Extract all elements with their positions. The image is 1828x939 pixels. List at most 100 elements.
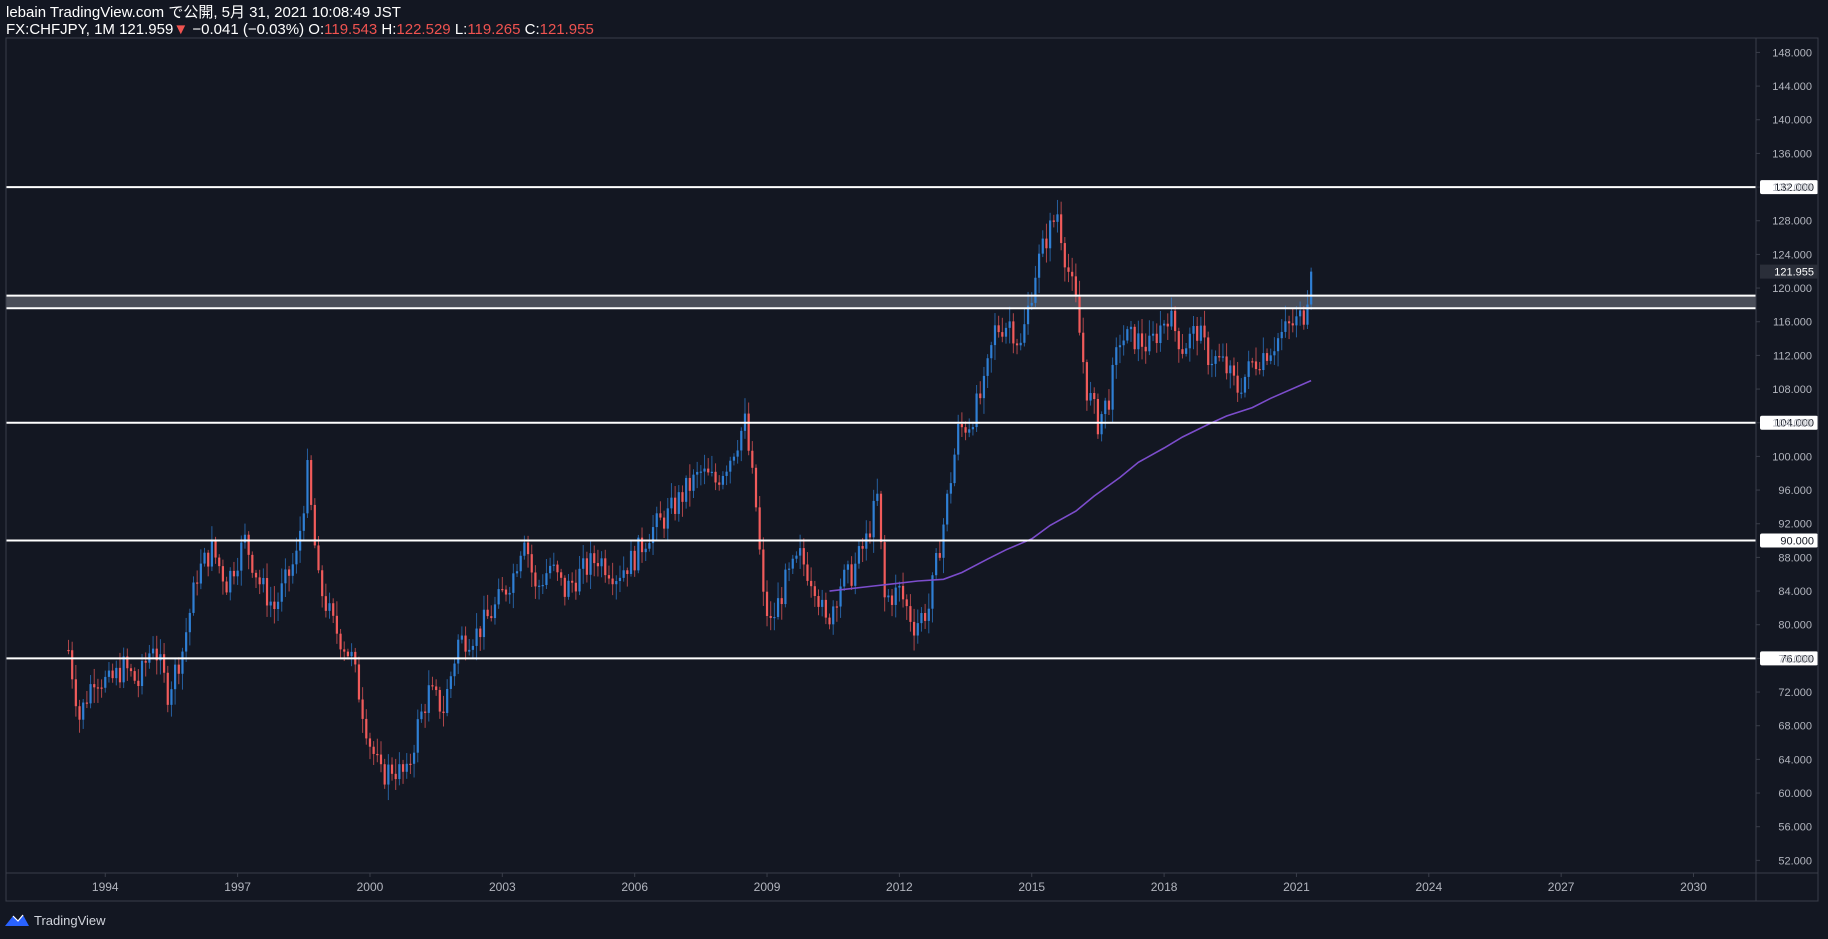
time-tick-label: 1994	[92, 880, 119, 894]
candle-body	[758, 507, 761, 550]
candle-body	[181, 651, 184, 674]
candle-body	[137, 680, 140, 686]
candle-body	[604, 558, 607, 576]
candle-body	[192, 582, 195, 613]
candle-body	[1052, 220, 1055, 222]
price-tick-label: 96.000	[1778, 485, 1812, 497]
low-value: 119.265	[467, 21, 521, 38]
candle-body	[585, 558, 588, 575]
candle-body	[185, 632, 188, 652]
candle-body	[1251, 361, 1254, 363]
time-axis[interactable]: 1994 1997 2000 2003 2006 2009 2012 2015 2018 2021…	[92, 873, 1707, 894]
candle-body	[365, 718, 368, 739]
candle-body	[140, 660, 144, 686]
candle-body	[817, 596, 820, 607]
candle-body	[1276, 338, 1280, 352]
time-tick-label: 1997	[224, 880, 251, 894]
candle-body	[159, 654, 162, 661]
candle-body	[328, 603, 331, 611]
candle-body	[626, 570, 629, 574]
candle-body	[975, 393, 978, 428]
candle-body	[1273, 351, 1276, 356]
candle-body	[960, 423, 963, 428]
candle-body	[747, 413, 750, 451]
candle-body	[530, 554, 533, 573]
candle-body	[96, 687, 100, 689]
candle-body	[479, 628, 482, 638]
candle-body	[824, 599, 827, 618]
candle-body	[1063, 243, 1066, 268]
candle-body	[563, 577, 566, 597]
time-tick-label: 2021	[1283, 880, 1310, 894]
support-resistance-zone-layer	[6, 295, 1756, 309]
candle-body	[799, 548, 802, 556]
candle-body	[1071, 271, 1074, 277]
candle-body	[1151, 333, 1155, 336]
candle-body	[464, 635, 467, 652]
candle-body	[953, 454, 956, 484]
candle-body	[313, 504, 316, 546]
candle-body	[769, 616, 772, 618]
time-tick-label: 2006	[621, 880, 648, 894]
candle-body	[1019, 342, 1022, 346]
candle-body	[946, 493, 949, 525]
candle-body	[196, 582, 199, 584]
candle-body	[262, 578, 265, 585]
candle-body	[854, 563, 857, 586]
candle-body	[1126, 329, 1129, 341]
candle-body	[170, 689, 173, 705]
candle-body	[732, 456, 736, 461]
price-axis[interactable]: 52.000 56.000 60.000 64.000 68.000 72.000 76.0…	[1756, 47, 1818, 867]
candle-body	[879, 493, 883, 543]
close-value: 121.955	[539, 21, 594, 38]
candle-body	[898, 585, 901, 588]
candle-body	[394, 773, 397, 780]
candle-body	[376, 753, 379, 756]
candle-body	[776, 598, 780, 617]
candle-body	[964, 427, 967, 433]
candle-body	[791, 558, 794, 569]
candle-body	[361, 699, 364, 719]
candle-body	[1247, 361, 1250, 377]
horizontal-levels-layer[interactable]: 132.000 104.000 90.000 76.000	[6, 180, 1818, 666]
price-tick-label: 136.000	[1772, 148, 1812, 160]
candle-body	[295, 550, 298, 565]
candle-body	[611, 578, 614, 585]
candle-body	[703, 468, 706, 472]
candle-body	[868, 533, 872, 538]
candle-body	[655, 513, 658, 528]
candle-body	[1082, 332, 1085, 363]
symbol-label[interactable]: FX:CHFJPY, 1M	[6, 21, 115, 38]
candle-body	[534, 572, 537, 587]
candle-body	[1166, 323, 1169, 327]
candle-body	[1199, 325, 1202, 341]
candle-body	[67, 649, 70, 652]
candle-body	[118, 667, 122, 683]
candle-body	[1207, 337, 1210, 366]
candle-body	[1107, 400, 1111, 410]
level-price-tag: 90.000	[1760, 533, 1818, 548]
candle-body	[740, 430, 743, 451]
candle-body	[486, 609, 489, 617]
candle-body	[1034, 277, 1037, 303]
time-tick-label: 2009	[754, 880, 781, 894]
price-tick-label: 116.000	[1773, 317, 1812, 329]
time-tick-label: 2030	[1680, 880, 1707, 894]
publish-info: lebain TradingView.com で公開, 5月 31, 2021 …	[6, 4, 401, 21]
candle-body	[203, 552, 206, 564]
candle-body	[317, 545, 320, 571]
candle-body	[1240, 392, 1243, 394]
candle-body	[409, 763, 412, 765]
current-price-label: 121.955	[1774, 267, 1814, 279]
tradingview-logo-icon[interactable]	[4, 912, 30, 928]
candle-body	[519, 555, 522, 572]
candle-body	[997, 325, 1000, 333]
candle-body	[357, 664, 361, 700]
candle-body	[468, 649, 471, 652]
candle-body	[1284, 321, 1287, 332]
candle-body	[1100, 414, 1103, 435]
candle-body	[427, 685, 430, 713]
level-zone	[6, 295, 1756, 309]
candle-body	[111, 670, 114, 679]
